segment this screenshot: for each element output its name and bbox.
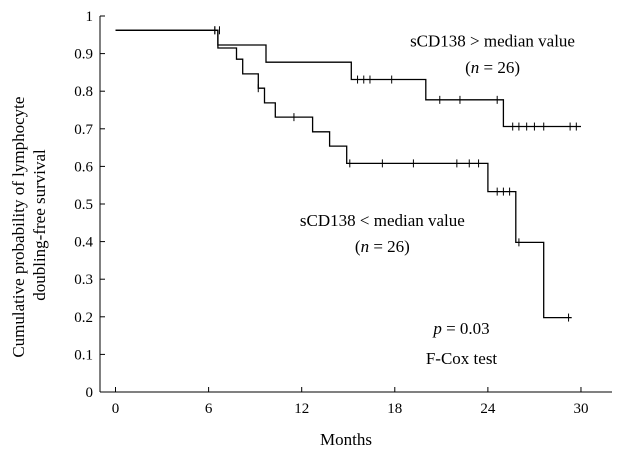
y-tick-label: 0.6 (74, 159, 93, 175)
y-tick-label: 0.2 (74, 310, 93, 326)
chart-annotation: sCD138 < median value (300, 211, 465, 230)
chart-annotation: F-Cox test (426, 349, 498, 368)
y-axis-title-line-1: Cumulative probability of lymphocyte (9, 97, 28, 358)
y-tick-label: 0.9 (74, 47, 93, 63)
x-tick-label: 24 (480, 401, 496, 417)
y-axis-title: Cumulative probability of lymphocyte dou… (9, 92, 49, 357)
series-layer (115, 26, 581, 322)
y-tick-label: 0.5 (74, 197, 93, 213)
y-tick-label: 0.3 (74, 272, 93, 288)
y-tick-label: 0.4 (74, 235, 93, 251)
y-tick-label: 0.7 (74, 122, 93, 138)
x-tick-label: 18 (387, 401, 402, 417)
chart-annotation: (n = 26) (355, 237, 410, 256)
y-tick-label: 0.1 (74, 347, 93, 363)
y-tick-label: 0.8 (74, 84, 93, 100)
chart-annotation: (n = 26) (465, 58, 520, 77)
chart-annotation: sCD138 > median value (410, 31, 575, 50)
axes (99, 16, 612, 393)
y-ticks: 0 0.1 0.2 0.3 0.4 0.5 0.6 0.7 0.8 0.9 1 (74, 9, 105, 401)
chart-annotation: p = 0.03 (432, 319, 489, 338)
x-tick-label: 30 (573, 401, 588, 417)
x-tick-label: 0 (112, 401, 120, 417)
y-tick-label: 0 (86, 385, 94, 401)
x-tick-label: 12 (294, 401, 309, 417)
y-tick-label: 1 (86, 9, 94, 25)
y-axis-title-line-2: doubling-free survival (30, 149, 49, 301)
x-ticks: 0 6 12 18 24 30 (112, 387, 588, 417)
x-axis-title: Months (320, 430, 372, 449)
x-tick-label: 6 (205, 401, 213, 417)
annotation-layer: sCD138 > median value (n = 26) sCD138 < me… (300, 31, 575, 368)
